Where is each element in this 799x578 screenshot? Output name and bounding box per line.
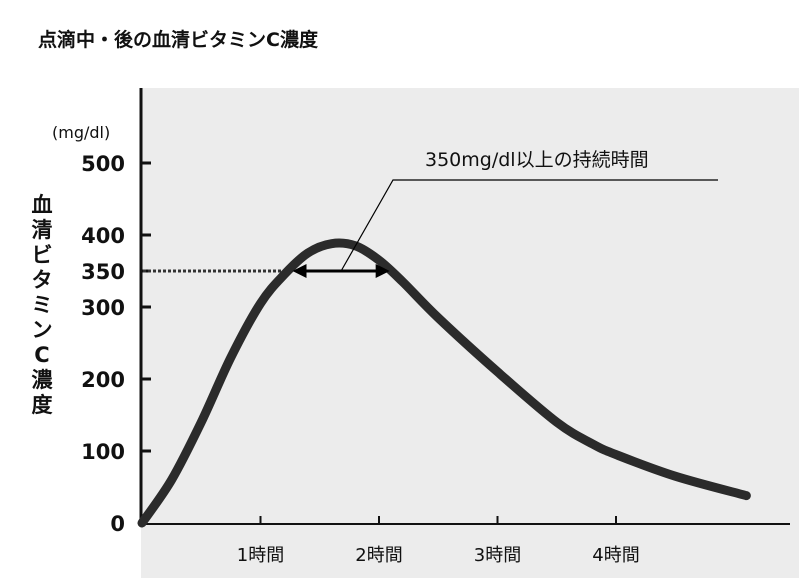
y-axis-label-char: C: [34, 343, 49, 367]
y-axis-label: 血清ビタミンC濃度: [32, 193, 54, 417]
x-ticks: 1時間 2時間 3時間 4時間: [237, 516, 640, 566]
series-line: [137, 238, 751, 528]
annotation-label: 350mg/dl以上の持続時間: [425, 149, 649, 171]
y-axis-label-char: ビ: [32, 243, 53, 267]
y-ticks: 0 100 200 300 350 400 500: [81, 152, 151, 536]
y-tick-label: 300: [81, 296, 125, 320]
x-tick-label: 4時間: [592, 545, 639, 566]
y-tick-label: 0: [110, 512, 125, 536]
annotation-leader-line: [340, 179, 718, 272]
y-axis-label-char: タ: [32, 268, 53, 292]
chart-title: 点滴中・後の血清ビタミンC濃度: [38, 28, 319, 51]
y-tick-label: 100: [81, 440, 125, 464]
y-axis-label-char: ン: [32, 318, 53, 342]
annotation: 350mg/dl以上の持続時間: [292, 149, 718, 278]
y-tick-label: 400: [81, 224, 125, 248]
y-tick-label: 500: [81, 152, 125, 176]
plot-background: [141, 88, 799, 578]
x-tick-label: 2時間: [355, 545, 402, 566]
arrow-head-right: [375, 264, 390, 278]
y-axis-label-char: 濃: [32, 368, 54, 392]
y-tick-label: 200: [81, 368, 125, 392]
y-tick-label: 350: [81, 260, 125, 284]
y-axis-unit: (mg/dl): [52, 123, 110, 142]
y-axis-label-char: ミ: [32, 293, 53, 317]
y-axis-label-char: 度: [32, 393, 53, 417]
y-axis-label-char: 清: [32, 218, 53, 242]
x-tick-label: 1時間: [237, 545, 284, 566]
y-axis-label-char: 血: [32, 193, 53, 217]
x-tick-label: 3時間: [474, 545, 521, 566]
series: [137, 238, 751, 528]
arrow-head-left: [292, 264, 307, 278]
